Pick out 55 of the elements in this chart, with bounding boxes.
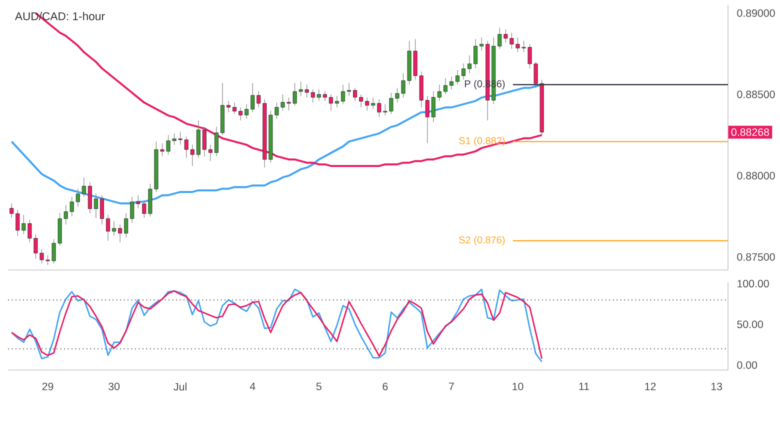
- candlestick: [214, 126, 218, 157]
- candlestick: [449, 76, 454, 90]
- y-tick-label: 0.89000: [737, 9, 775, 17]
- x-tick-label: 6: [382, 382, 388, 390]
- x-tick-label: 12: [645, 382, 656, 390]
- y-tick-label: 0.88500: [737, 90, 775, 98]
- text: 0.88268: [731, 128, 770, 136]
- candlestick: [365, 97, 370, 112]
- candlestick: [347, 82, 352, 96]
- y-tick-label: 100.00: [738, 280, 769, 288]
- candlestick: [232, 102, 237, 114]
- candlestick: [202, 126, 206, 157]
- candlestick: [10, 203, 14, 218]
- candlestick: [437, 84, 442, 102]
- candlestick: [474, 38, 478, 69]
- candlestick: [316, 89, 321, 102]
- candlestick: [322, 90, 327, 102]
- x-tick-label: 10: [512, 382, 524, 390]
- candlestick: [208, 144, 212, 162]
- candlestick: [353, 88, 358, 102]
- candlestick: [340, 84, 346, 104]
- candlestick: [226, 100, 231, 113]
- candlestick: [106, 214, 110, 242]
- candlestick: [118, 224, 122, 243]
- candlestick: [455, 70, 460, 85]
- y-tick-label: 0.88000: [737, 172, 775, 180]
- candlestick: [328, 94, 333, 112]
- x-tick-label: 11: [579, 382, 590, 390]
- candlestick: [94, 193, 98, 218]
- y-tick-label: 50.00: [737, 320, 763, 328]
- candlestick: [100, 194, 104, 225]
- candlestick: [334, 96, 339, 108]
- x-tick-label: 7: [449, 382, 454, 390]
- candlestick: [359, 94, 364, 108]
- candlestick: [443, 78, 448, 95]
- candlestick: [244, 104, 249, 120]
- candlestick: [112, 220, 116, 236]
- x-tick-label: 30: [108, 382, 120, 390]
- candlestick: [238, 107, 243, 121]
- y-tick-label: 0.00: [737, 361, 758, 369]
- candlestick: [82, 176, 86, 198]
- ref-line-label: S2 (0.876): [459, 236, 505, 246]
- candlestick: [480, 37, 484, 51]
- y-tick-label: 0.87500: [737, 253, 775, 261]
- x-tick-label: 29: [42, 382, 54, 390]
- candlestick: [461, 63, 466, 80]
- x-tick-label: Jul: [174, 382, 186, 391]
- candlestick: [468, 55, 472, 74]
- candlestick: [76, 188, 80, 207]
- candlestick: [88, 182, 92, 214]
- x-tick-label: 4: [250, 382, 256, 390]
- candlestick: [124, 212, 128, 238]
- x-tick-label: 5: [316, 382, 322, 390]
- ref-line-label: S1 (0.882): [459, 136, 505, 146]
- x-tick-label: 13: [711, 382, 722, 390]
